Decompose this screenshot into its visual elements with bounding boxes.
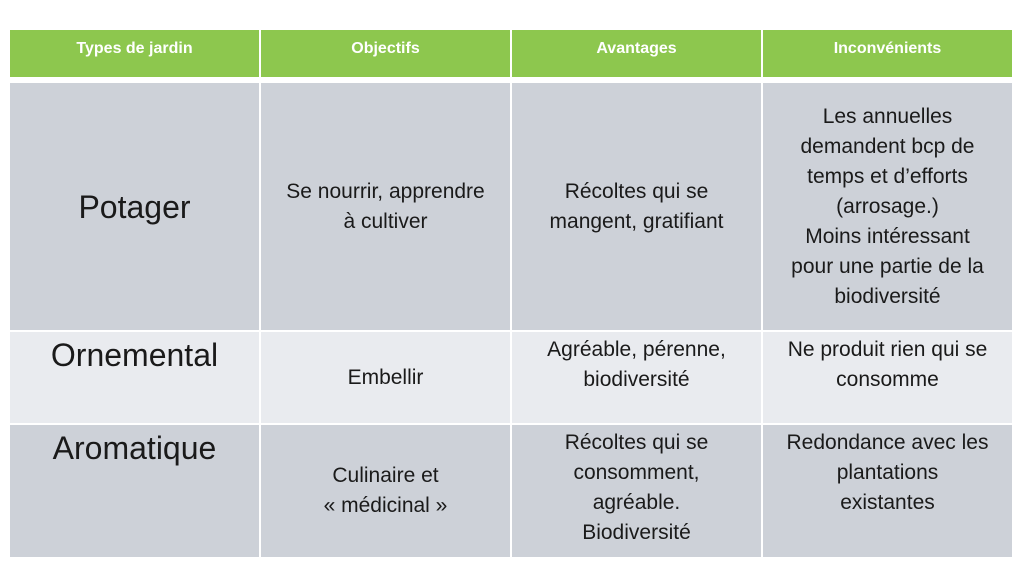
cell-ornemental-inconvenients: Ne produit rien qui se consomme: [763, 332, 1012, 423]
row-title-potager: Potager: [10, 83, 259, 330]
cell-potager-avantages: Récoltes qui se mangent, gratifiant: [512, 83, 761, 330]
column-header-inconvenients: Inconvénients: [763, 30, 1012, 77]
cell-aromatique-avantages: Récoltes qui se consomment, agréable. Bi…: [512, 425, 761, 557]
cell-potager-objectifs: Se nourrir, apprendre à cultiver: [261, 83, 510, 330]
table-row-aromatique: Aromatique Culinaire et « médicinal » Ré…: [10, 425, 1012, 557]
cell-aromatique-inconvenients: Redondance avec les plantations existant…: [763, 425, 1012, 557]
table-row-potager: Potager Se nourrir, apprendre à cultiver…: [10, 83, 1012, 330]
row-title-ornemental: Ornemental: [10, 332, 259, 423]
column-header-types-de-jardin: Types de jardin: [10, 30, 259, 77]
cell-ornemental-avantages: Agréable, pérenne, biodiversité: [512, 332, 761, 423]
cell-potager-inconvenients: Les annuelles demandent bcp de temps et …: [763, 83, 1012, 330]
cell-aromatique-objectifs: Culinaire et « médicinal »: [261, 425, 510, 557]
garden-types-table: Types de jardin Objectifs Avantages Inco…: [10, 30, 1012, 559]
table-row-ornemental: Ornemental Embellir Agréable, pérenne, b…: [10, 332, 1012, 423]
column-header-objectifs: Objectifs: [261, 30, 510, 77]
row-title-aromatique: Aromatique: [10, 425, 259, 557]
column-header-avantages: Avantages: [512, 30, 761, 77]
table-header-row: Types de jardin Objectifs Avantages Inco…: [10, 30, 1012, 77]
cell-ornemental-objectifs: Embellir: [261, 332, 510, 423]
